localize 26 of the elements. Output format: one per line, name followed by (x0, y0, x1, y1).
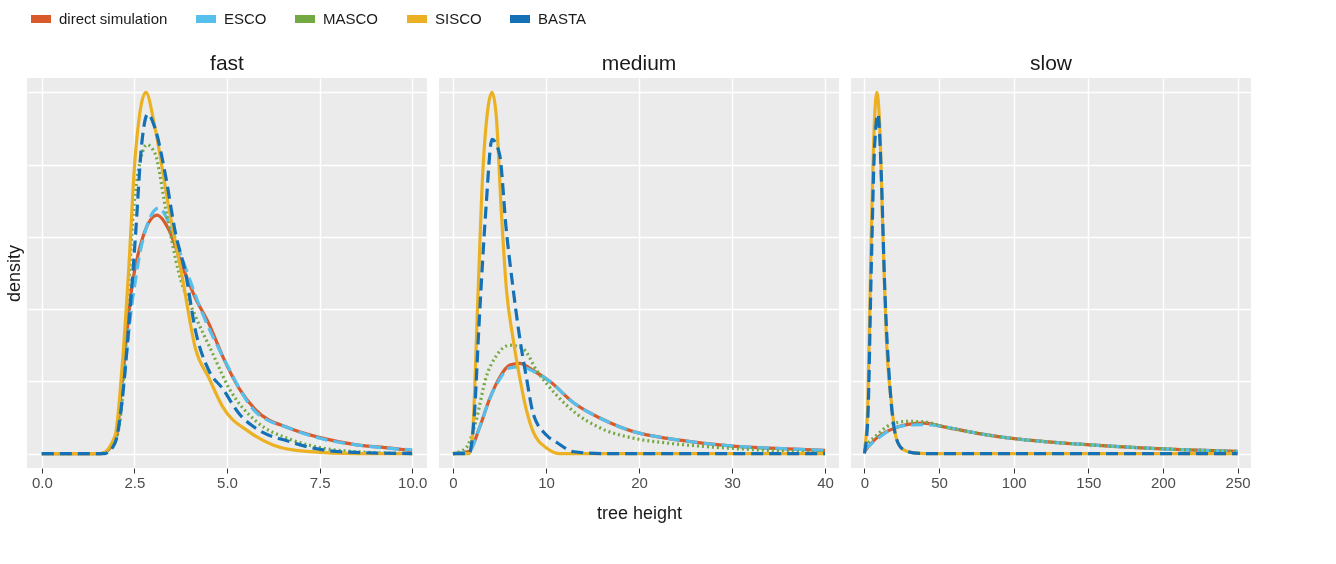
x-tick-label: 20 (631, 473, 648, 491)
x-tick-label: 250 (1225, 473, 1251, 491)
x-tick-label: 10.0 (398, 473, 428, 491)
legend-label: ESCO (224, 10, 267, 27)
x-tick-label: 30 (724, 473, 741, 491)
x-tick-label: 5.0 (217, 473, 238, 491)
legend-label: SISCO (435, 10, 482, 27)
x-tick-label: 0.0 (31, 473, 53, 491)
x-tick-label: 7.5 (309, 473, 331, 491)
chart-title: medium (601, 51, 677, 74)
x-tick-label: 40 (817, 473, 834, 491)
chart-title: slow (1029, 51, 1073, 74)
x-tick-label: 200 (1150, 473, 1176, 491)
x-axis-title: tree height (596, 502, 683, 523)
legend-label: BASTA (538, 10, 587, 27)
legend-label: MASCO (323, 10, 379, 27)
x-tick-label: 0 (860, 473, 870, 491)
chart-title: fast (210, 51, 245, 74)
x-tick-label: 100 (1001, 473, 1027, 491)
legend-label: direct simulation (59, 10, 168, 27)
x-tick-label: 50 (931, 473, 948, 491)
x-tick-label: 10 (538, 473, 555, 491)
x-tick-label: 150 (1076, 473, 1102, 491)
x-tick-label: 0 (449, 473, 458, 491)
x-tick-label: 2.5 (124, 473, 146, 491)
y-axis-title: density (3, 244, 24, 303)
